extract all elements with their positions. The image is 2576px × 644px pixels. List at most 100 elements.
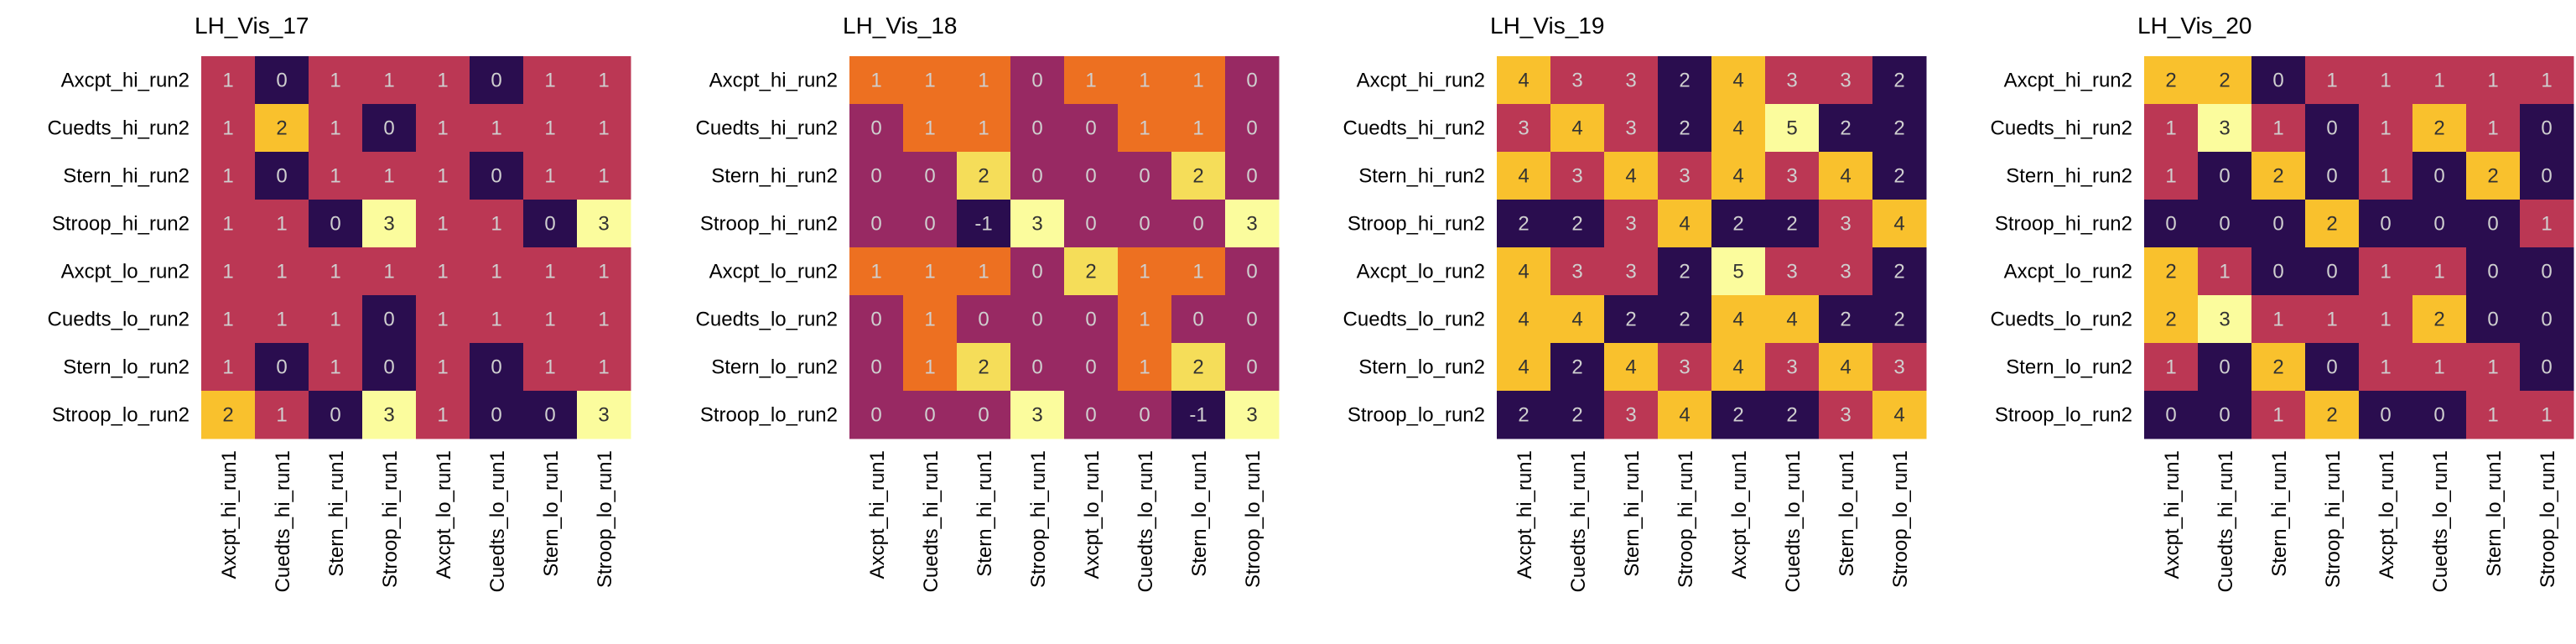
cell-value-label: 3 — [1518, 117, 1529, 140]
row-tick-label: Stern_lo_run2 — [711, 356, 838, 379]
heatmap-cell — [523, 104, 578, 153]
heatmap-cell — [2466, 56, 2521, 105]
heatmap-cell — [2305, 200, 2360, 248]
heatmap-cell — [957, 391, 1011, 439]
heatmap-cell — [2466, 104, 2521, 153]
column-tick-label: Cuedts_hi_run1 — [2215, 450, 2237, 592]
column-tick-label: Axcpt_lo_run1 — [1081, 450, 1104, 579]
cell-value-label: 1 — [1139, 70, 1150, 92]
heatmap-cell — [957, 104, 1011, 153]
heatmap-cell — [2359, 200, 2413, 248]
cell-value-label: 1 — [870, 70, 881, 92]
heatmap-cell — [2359, 247, 2413, 296]
heatmap-cell — [309, 247, 363, 296]
panel-title: LH_Vis_17 — [195, 13, 309, 39]
cell-value-label: 2 — [1571, 404, 1582, 427]
cell-value-label: 0 — [2380, 213, 2391, 236]
cell-value-label: 0 — [2219, 213, 2230, 236]
heatmap-cell — [1872, 200, 1927, 248]
cell-value-label: 4 — [1732, 356, 1743, 379]
cell-value-label: 0 — [1085, 213, 1096, 236]
heatmap-cell — [1819, 56, 1873, 105]
heatmap-cell — [1658, 391, 1712, 439]
cell-value-label: 4 — [1625, 165, 1636, 188]
cell-value-label: 2 — [1571, 356, 1582, 379]
heatmap-cell — [1604, 56, 1659, 105]
cell-value-label: 2 — [1679, 117, 1690, 140]
heatmap-cell — [1819, 104, 1873, 153]
cell-value-label: 2 — [1518, 213, 1529, 236]
heatmap-cell — [1550, 200, 1605, 248]
cell-value-label: 0 — [2487, 309, 2498, 331]
cell-value-label: 1 — [330, 261, 340, 283]
cell-value-label: 2 — [1192, 356, 1203, 379]
heatmap-cell — [523, 343, 578, 392]
cell-value-label: 0 — [491, 404, 501, 427]
heatmap-cell — [957, 56, 1011, 105]
row-tick-label: Cuedts_lo_run2 — [696, 309, 838, 331]
heatmap-cell — [1765, 200, 1820, 248]
cell-value-label: 3 — [1786, 70, 1797, 92]
heatmap-cell — [2520, 152, 2574, 200]
heatmap-cell — [849, 391, 904, 439]
heatmap-cell — [1225, 200, 1280, 248]
cell-value-label: 3 — [1571, 165, 1582, 188]
heatmap-cell — [201, 391, 256, 439]
heatmap-cell — [309, 391, 363, 439]
heatmap-cell — [1819, 391, 1873, 439]
heatmap-cell — [2412, 200, 2467, 248]
heatmap-cell — [2412, 391, 2467, 439]
cell-value-label: 1 — [330, 356, 340, 379]
cell-value-label: 4 — [1840, 356, 1851, 379]
cell-value-label: 1 — [491, 261, 501, 283]
cell-value-label: 0 — [1085, 309, 1096, 331]
cell-value-label: 3 — [1679, 165, 1690, 188]
cell-value-label: 3 — [383, 404, 394, 427]
heatmap-cell — [1010, 56, 1065, 105]
heatmap-cell — [2412, 152, 2467, 200]
heatmap-cell — [849, 104, 904, 153]
cell-value-label: 2 — [2326, 404, 2337, 427]
heatmap-cell — [849, 343, 904, 392]
cell-value-label: 3 — [1625, 70, 1636, 92]
cell-value-label: 1 — [544, 117, 555, 140]
column-tick-label: Axcpt_lo_run1 — [1728, 450, 1751, 579]
cell-value-label: 1 — [924, 309, 935, 331]
cell-value-label: 2 — [1732, 213, 1743, 236]
heatmap-cell — [416, 200, 470, 248]
heatmap-cell — [201, 200, 256, 248]
heatmap-cell — [1064, 104, 1119, 153]
cell-value-label: 0 — [1085, 404, 1096, 427]
cell-value-label: 5 — [1732, 261, 1743, 283]
heatmap-cell — [255, 295, 309, 344]
heatmap-cell — [1711, 247, 1766, 296]
cell-value-label: -1 — [974, 213, 992, 236]
row-tick-label: Axcpt_hi_run2 — [1357, 70, 1485, 92]
cell-value-label: 3 — [1571, 261, 1582, 283]
heatmap-cell — [2412, 343, 2467, 392]
heatmap-cell — [1550, 391, 1605, 439]
heatmap-cell — [1604, 152, 1659, 200]
row-tick-label: Axcpt_lo_run2 — [2004, 261, 2132, 283]
heatmap-cell — [957, 343, 1011, 392]
heatmap-cell — [1010, 391, 1065, 439]
heatmap-cell — [2198, 391, 2252, 439]
cell-value-label: 3 — [1786, 356, 1797, 379]
cell-value-label: 0 — [2380, 404, 2391, 427]
cell-value-label: 1 — [437, 165, 448, 188]
heatmap-cell — [903, 295, 958, 344]
heatmap-cell — [2412, 104, 2467, 153]
heatmap-cell — [1658, 200, 1712, 248]
column-tick-label: Axcpt_hi_run1 — [2161, 450, 2184, 579]
cell-value-label: 1 — [598, 356, 609, 379]
heatmap-cell — [2520, 391, 2574, 439]
row-tick-label: Axcpt_lo_run2 — [709, 261, 838, 283]
heatmap-cell — [2251, 343, 2306, 392]
heatmap-cell — [1225, 295, 1280, 344]
heatmap-cell — [1819, 200, 1873, 248]
cell-value-label: 1 — [2487, 404, 2498, 427]
column-tick-label: Axcpt_hi_run1 — [1514, 450, 1536, 579]
column-tick-label: Stern_lo_run1 — [1836, 450, 1858, 577]
cell-value-label: 1 — [544, 261, 555, 283]
cell-value-label: 2 — [2165, 309, 2176, 331]
